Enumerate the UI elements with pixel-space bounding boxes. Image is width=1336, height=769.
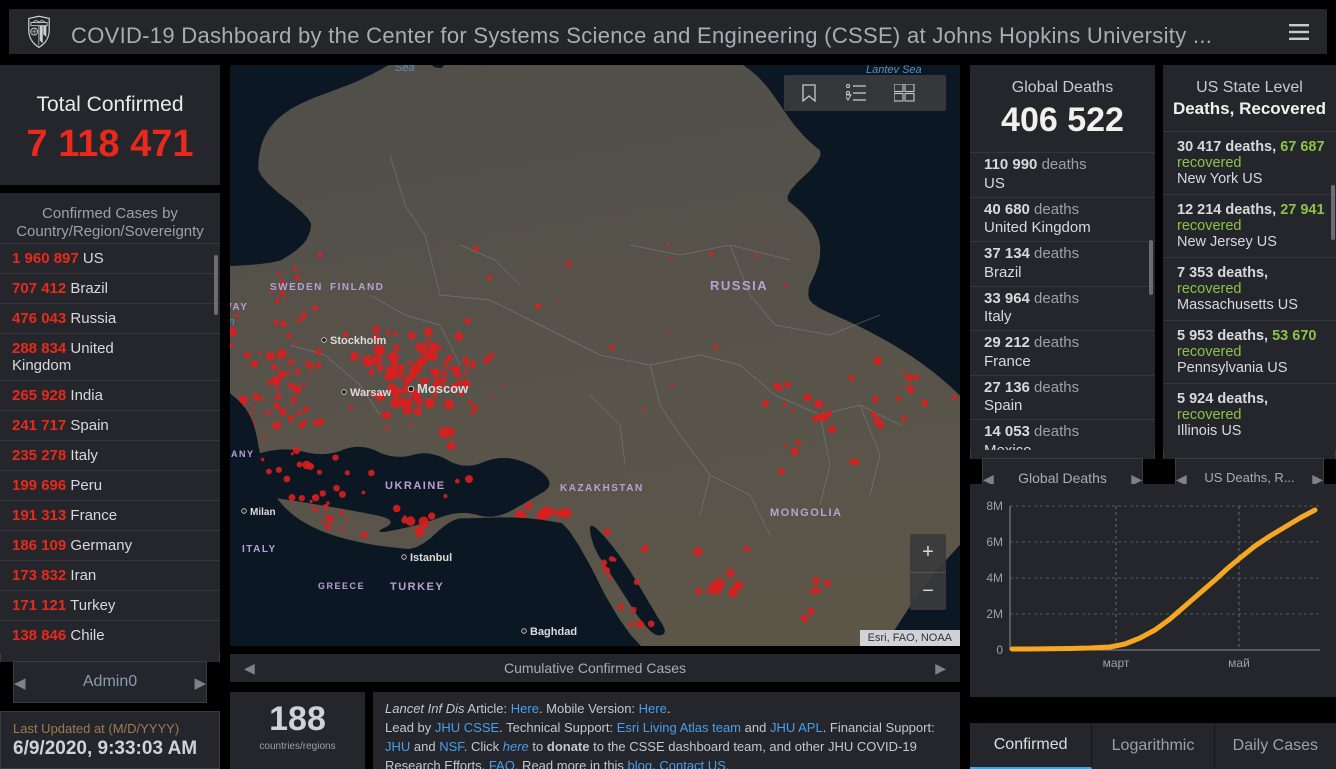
svg-text:Baghdad: Baghdad — [530, 626, 577, 638]
svg-text:ian: ian — [230, 316, 235, 328]
svg-text:4M: 4M — [986, 571, 1003, 585]
svg-text:8M: 8M — [986, 499, 1003, 513]
svg-text:0: 0 — [996, 643, 1003, 657]
svg-text:Stockholm: Stockholm — [330, 335, 386, 347]
svg-text:Milan: Milan — [250, 507, 276, 518]
svg-text:SWEDEN: SWEDEN — [270, 282, 323, 293]
svg-text:MONGOLIA: MONGOLIA — [770, 507, 843, 519]
svg-text:UKRAINE: UKRAINE — [385, 480, 446, 492]
svg-text:март: март — [1103, 656, 1130, 670]
svg-text:Sea: Sea — [395, 65, 415, 74]
svg-text:GREECE: GREECE — [318, 581, 365, 591]
svg-text:WAY: WAY — [230, 302, 248, 313]
svg-text:Moscow: Moscow — [417, 381, 469, 396]
svg-text:TURKEY: TURKEY — [390, 581, 444, 593]
svg-text:2M: 2M — [986, 607, 1003, 621]
svg-text:KAZAKHSTAN: KAZAKHSTAN — [560, 483, 644, 494]
svg-text:ITALY: ITALY — [242, 544, 277, 555]
svg-text:6M: 6M — [986, 535, 1003, 549]
svg-text:май: май — [1228, 656, 1250, 670]
svg-text:Warsaw: Warsaw — [350, 387, 392, 399]
svg-text:MANY: MANY — [230, 449, 255, 459]
svg-text:FINLAND: FINLAND — [330, 282, 384, 293]
svg-text:RUSSIA: RUSSIA — [710, 278, 768, 293]
svg-text:Istanbul: Istanbul — [410, 552, 452, 564]
